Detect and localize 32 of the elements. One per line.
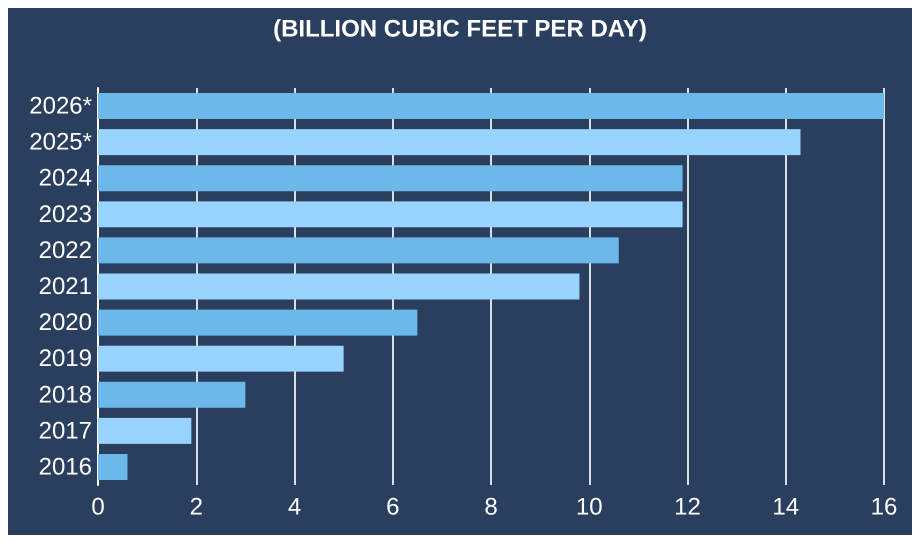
x-tick-label: 0 (91, 494, 105, 520)
x-tick-label: 4 (288, 494, 302, 520)
y-tick-label: 2026* (29, 92, 92, 120)
y-tick-label: 2020 (38, 309, 92, 336)
y-tick-label: 2016 (38, 453, 92, 480)
y-tick-label: 2019 (38, 345, 92, 372)
bar (98, 418, 192, 444)
bar (98, 129, 800, 156)
y-tick-label: 2022 (38, 236, 92, 264)
x-tick-label: 12 (674, 494, 701, 520)
bar (98, 237, 619, 264)
bar (98, 346, 344, 372)
x-tick-label: 2 (190, 494, 203, 520)
y-tick-label: 2025* (29, 128, 92, 156)
bar (98, 454, 128, 480)
y-tick-label: 2018 (38, 381, 92, 408)
bar (98, 274, 580, 300)
x-tick-label: 6 (386, 494, 400, 520)
x-tick-label: 16 (870, 494, 898, 520)
bar (98, 310, 418, 336)
x-tick-label: 10 (576, 494, 603, 520)
chart-title: (BILLION CUBIC FEET PER DAY) (273, 16, 647, 42)
bar (98, 382, 246, 408)
bar (98, 165, 683, 192)
y-tick-label: 2023 (38, 200, 92, 228)
bar (98, 93, 884, 120)
y-tick-label: 2024 (38, 164, 92, 192)
y-tick-label: 2021 (38, 273, 92, 300)
x-tick-label: 8 (484, 494, 498, 520)
y-tick-label: 2017 (38, 417, 92, 444)
bar (98, 201, 683, 228)
x-tick-label: 14 (772, 494, 800, 520)
